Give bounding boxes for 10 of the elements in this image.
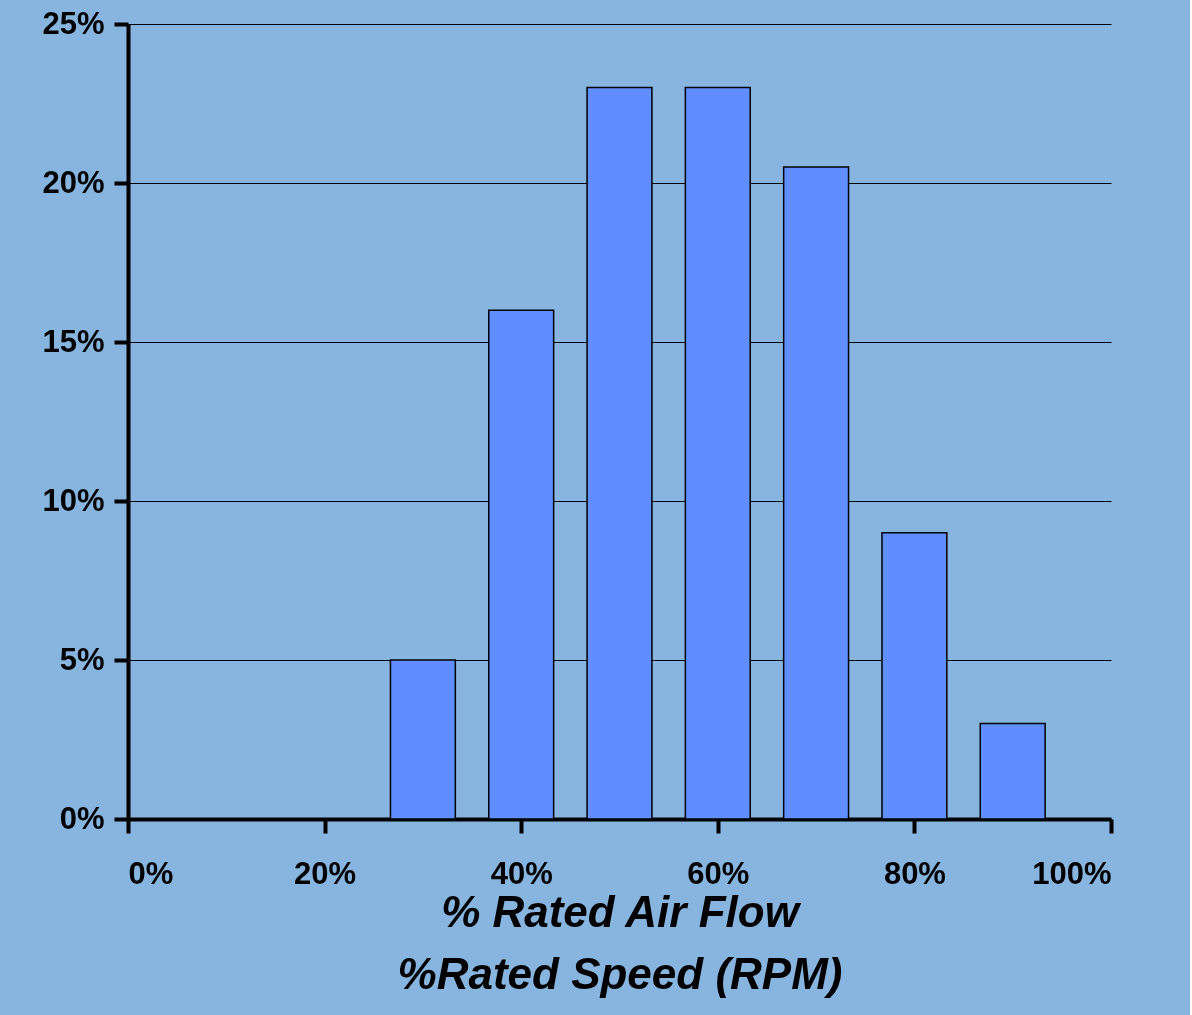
y-tick-label: 0%: [59, 800, 105, 836]
y-tick-label: 20%: [42, 164, 105, 200]
y-tick-label: 15%: [42, 323, 105, 359]
y-tick-label: 5%: [59, 641, 105, 677]
x-tick-label: 0%: [128, 855, 174, 891]
x-tick-label: 20%: [294, 855, 357, 891]
x-tick-label: 100%: [1032, 855, 1112, 891]
y-tick-label: 25%: [42, 5, 105, 41]
x-tick-label: 80%: [883, 855, 946, 891]
y-tick-label: 10%: [42, 482, 105, 518]
